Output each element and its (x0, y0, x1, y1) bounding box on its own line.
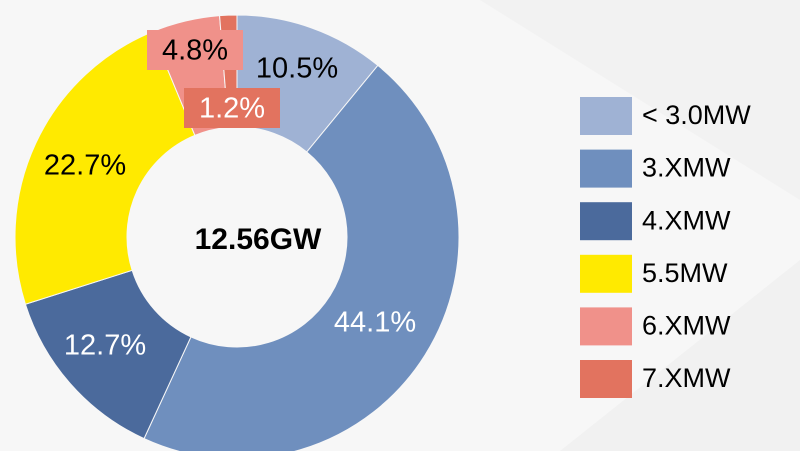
legend-label: 7.XMW (642, 363, 731, 393)
legend-swatch (580, 202, 632, 241)
data-label: 12.7% (64, 330, 146, 362)
data-label: 1.2% (199, 93, 265, 125)
legend-swatch (580, 307, 632, 346)
legend-swatch (580, 360, 632, 398)
legend-label: 6.XMW (642, 311, 731, 341)
label-box (147, 30, 243, 70)
data-label: 44.1% (334, 307, 416, 339)
background-shape (480, 0, 800, 200)
center-label: 12.56GW (195, 223, 322, 256)
legend-swatch (580, 254, 632, 293)
legend-label: 5.5MW (642, 258, 728, 288)
data-label: 22.7% (44, 150, 126, 182)
legend-label: 3.XMW (642, 153, 731, 183)
legend-swatch (580, 97, 632, 135)
labels: 10.5% 44.1% 12.7% 22.7% 4.8% 1.2% (37, 30, 416, 362)
label-box (37, 145, 133, 185)
legend: < 3.0MW 3.XMW 4.XMW 5.5MW 6.XMW 7.XMW (580, 97, 751, 398)
legend-swatch (580, 149, 632, 188)
label-box (184, 88, 280, 128)
background-shape (560, 260, 800, 451)
data-label: 4.8% (162, 35, 228, 67)
legend-label: < 3.0MW (642, 100, 751, 130)
data-label: 10.5% (256, 53, 338, 85)
slice (143, 64, 460, 451)
legend-label: 4.XMW (642, 205, 731, 235)
